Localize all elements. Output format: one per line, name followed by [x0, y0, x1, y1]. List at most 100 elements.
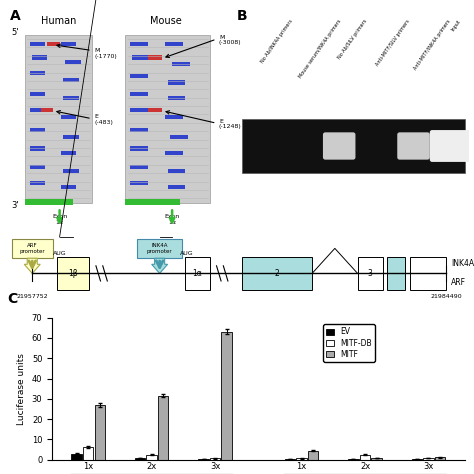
Text: Exon
1α: Exon 1α [164, 214, 180, 225]
Text: 21957752: 21957752 [17, 294, 48, 299]
FancyBboxPatch shape [29, 72, 45, 75]
Bar [198, 459, 209, 460]
Text: 3': 3' [12, 201, 19, 210]
Text: 2x: 2x [146, 462, 157, 471]
FancyBboxPatch shape [63, 96, 79, 100]
FancyBboxPatch shape [47, 42, 60, 46]
FancyBboxPatch shape [29, 164, 45, 169]
Text: 3x: 3x [210, 462, 220, 471]
FancyBboxPatch shape [185, 257, 210, 290]
FancyBboxPatch shape [165, 151, 183, 155]
Text: E
(-483): E (-483) [94, 114, 113, 125]
FancyBboxPatch shape [41, 108, 53, 112]
FancyBboxPatch shape [61, 115, 76, 118]
FancyBboxPatch shape [168, 185, 185, 189]
FancyBboxPatch shape [168, 81, 185, 84]
Text: Mouse: Mouse [150, 16, 181, 26]
FancyBboxPatch shape [32, 55, 47, 60]
Bar [308, 451, 319, 460]
Text: 21984490: 21984490 [430, 294, 462, 299]
Text: Anti-MITF/SILV primers: Anti-MITF/SILV primers [374, 18, 410, 67]
FancyBboxPatch shape [168, 169, 185, 173]
FancyBboxPatch shape [61, 151, 76, 155]
Bar [412, 459, 422, 460]
FancyBboxPatch shape [242, 257, 312, 290]
Bar [296, 458, 307, 460]
Polygon shape [152, 258, 168, 273]
Text: No Ab/INK4A primers: No Ab/INK4A primers [260, 18, 294, 64]
FancyBboxPatch shape [61, 185, 76, 189]
Bar [94, 405, 105, 460]
FancyBboxPatch shape [130, 128, 147, 132]
FancyBboxPatch shape [137, 238, 182, 258]
Text: 2: 2 [274, 269, 279, 278]
FancyBboxPatch shape [29, 108, 45, 112]
Legend: EV, MITF-DB, MITF: EV, MITF-DB, MITF [323, 324, 375, 362]
FancyBboxPatch shape [410, 257, 447, 290]
Text: Input: Input [451, 18, 462, 32]
Polygon shape [24, 258, 40, 273]
Bar [221, 332, 232, 460]
Text: Mouse serum/INK4A primers: Mouse serum/INK4A primers [298, 18, 343, 79]
FancyBboxPatch shape [165, 115, 183, 118]
Bar [210, 458, 220, 460]
Text: B: B [237, 9, 247, 24]
FancyBboxPatch shape [29, 92, 45, 96]
FancyBboxPatch shape [168, 96, 185, 100]
FancyBboxPatch shape [130, 164, 147, 169]
Text: Human: Human [41, 16, 76, 26]
Text: Exon
1α: Exon 1α [52, 214, 67, 225]
Bar [360, 455, 370, 460]
Text: AUG: AUG [180, 251, 194, 256]
FancyBboxPatch shape [29, 181, 45, 185]
FancyBboxPatch shape [165, 42, 183, 46]
FancyBboxPatch shape [357, 257, 383, 290]
FancyBboxPatch shape [430, 130, 472, 162]
FancyBboxPatch shape [63, 169, 79, 173]
Text: 3: 3 [368, 269, 373, 278]
FancyBboxPatch shape [130, 108, 147, 112]
FancyBboxPatch shape [130, 92, 147, 96]
FancyBboxPatch shape [242, 118, 465, 173]
Bar [435, 457, 445, 460]
Bar [285, 459, 295, 460]
FancyBboxPatch shape [63, 135, 79, 139]
Bar [135, 458, 146, 460]
FancyBboxPatch shape [61, 42, 76, 46]
Bar [423, 458, 434, 460]
FancyBboxPatch shape [147, 108, 162, 112]
FancyBboxPatch shape [172, 62, 190, 66]
FancyBboxPatch shape [397, 132, 430, 160]
FancyBboxPatch shape [57, 257, 89, 290]
Text: C: C [7, 292, 17, 306]
Bar [158, 396, 168, 460]
FancyBboxPatch shape [130, 42, 147, 46]
Text: 3x: 3x [423, 462, 434, 471]
Text: E
(-1248): E (-1248) [219, 118, 242, 129]
Text: ARF: ARF [451, 278, 466, 287]
FancyBboxPatch shape [132, 55, 150, 60]
Text: M
(-1770): M (-1770) [94, 48, 117, 59]
FancyBboxPatch shape [63, 78, 79, 82]
FancyBboxPatch shape [125, 200, 180, 205]
Text: INK4A: INK4A [451, 259, 474, 268]
FancyBboxPatch shape [25, 35, 92, 203]
Text: 1α: 1α [192, 269, 202, 278]
Text: 5': 5' [12, 28, 19, 36]
Text: Anti-MITF/INK4A primers: Anti-MITF/INK4A primers [412, 18, 451, 71]
Y-axis label: Luciferase units: Luciferase units [17, 353, 26, 425]
FancyBboxPatch shape [170, 135, 188, 139]
FancyBboxPatch shape [29, 146, 45, 151]
FancyBboxPatch shape [130, 146, 147, 151]
FancyBboxPatch shape [147, 55, 162, 60]
FancyBboxPatch shape [387, 257, 405, 290]
Bar [146, 455, 157, 460]
Text: 1x: 1x [83, 462, 93, 471]
FancyBboxPatch shape [65, 60, 81, 64]
FancyBboxPatch shape [130, 73, 147, 78]
Text: 2x: 2x [360, 462, 370, 471]
FancyBboxPatch shape [29, 42, 45, 46]
Text: 1β: 1β [68, 269, 78, 278]
FancyBboxPatch shape [323, 132, 356, 160]
Bar [348, 459, 359, 460]
